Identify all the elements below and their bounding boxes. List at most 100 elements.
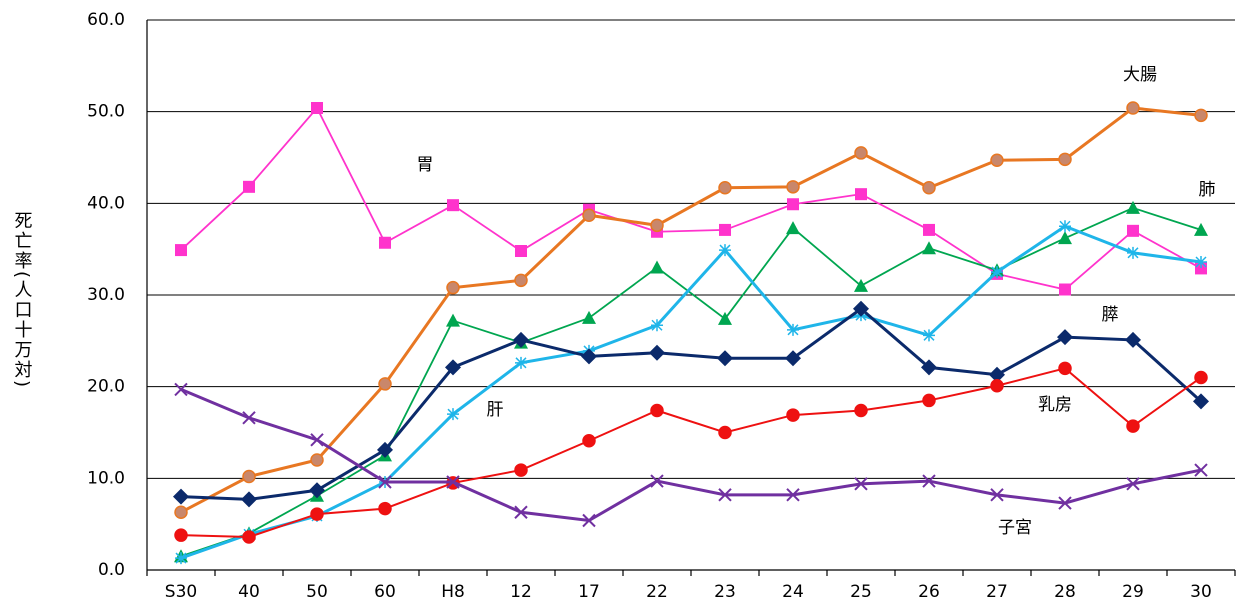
x-tick-label: 60: [374, 582, 396, 602]
marker: [1058, 496, 1072, 510]
marker: [1059, 283, 1071, 296]
y-tick-label: 40.0: [87, 193, 125, 213]
x-tick-label: 23: [714, 582, 736, 602]
marker: [1059, 220, 1071, 233]
marker: [513, 331, 529, 348]
x-tick-label: H8: [441, 582, 465, 602]
marker: [921, 359, 937, 376]
marker: [242, 530, 256, 544]
x-tick-label: 28: [1054, 582, 1076, 602]
marker: [787, 323, 799, 336]
marker: [377, 441, 393, 458]
series: [174, 361, 1208, 544]
y-axis-label: 死亡率(人口十万対): [12, 211, 33, 389]
marker: [854, 146, 868, 160]
marker: [1194, 222, 1208, 236]
marker: [922, 393, 936, 408]
series-label: 肺: [1199, 180, 1216, 200]
marker: [242, 411, 256, 425]
series: [174, 382, 1208, 528]
x-tick-label: S30: [165, 582, 197, 602]
marker: [582, 513, 596, 528]
marker: [515, 356, 527, 369]
marker: [718, 425, 732, 440]
marker: [1126, 200, 1140, 214]
marker: [582, 310, 596, 324]
series-label: 膵: [1102, 305, 1119, 325]
series-line: [180, 388, 1202, 523]
marker: [174, 505, 188, 519]
marker: [447, 199, 459, 212]
x-tick-label: 26: [918, 582, 940, 602]
series: [174, 101, 1208, 519]
series-line: [180, 367, 1202, 539]
x-tick-label: 12: [510, 582, 532, 602]
marker: [309, 482, 325, 499]
x-tick-label: 29: [1122, 582, 1144, 602]
marker: [310, 453, 324, 467]
marker: [446, 475, 460, 489]
marker: [582, 208, 596, 222]
marker: [175, 244, 187, 257]
marker: [649, 344, 665, 361]
series-label: 子宮: [998, 518, 1032, 538]
marker: [447, 408, 459, 421]
x-tick-label: 17: [578, 582, 600, 602]
marker: [923, 223, 935, 236]
series-line: [180, 306, 1203, 501]
marker: [787, 198, 799, 211]
marker: [855, 188, 867, 201]
marker: [1195, 256, 1207, 268]
marker: [718, 488, 732, 502]
y-tick-label: 10.0: [87, 468, 125, 488]
marker: [650, 403, 664, 418]
marker: [1127, 224, 1139, 237]
marker: [1127, 246, 1139, 259]
marker: [446, 313, 460, 327]
series-line: [180, 224, 1202, 560]
series: [174, 200, 1208, 563]
marker: [174, 382, 188, 397]
y-tick-label: 20.0: [87, 377, 125, 397]
series-label: 大腸: [1123, 65, 1157, 85]
series-label: 胃: [417, 155, 434, 175]
x-tick-label: 22: [646, 582, 668, 602]
marker: [990, 379, 1004, 393]
marker: [719, 244, 731, 257]
marker: [854, 477, 868, 491]
marker: [650, 474, 664, 488]
marker: [1057, 329, 1073, 346]
marker: [1126, 477, 1140, 491]
marker: [786, 408, 800, 422]
marker: [175, 552, 187, 565]
marker: [719, 223, 731, 236]
y-tick-label: 30.0: [87, 285, 125, 305]
marker: [990, 488, 1004, 502]
series-line: [180, 206, 1202, 558]
y-tick-label: 0.0: [98, 560, 125, 580]
y-tick-label: 50.0: [87, 102, 125, 122]
series: [175, 102, 1207, 296]
marker: [310, 507, 324, 521]
marker: [1126, 101, 1140, 115]
marker: [242, 469, 256, 484]
marker: [446, 280, 460, 295]
marker: [514, 463, 528, 477]
marker: [243, 180, 255, 193]
marker: [1058, 361, 1072, 376]
marker: [173, 488, 189, 505]
x-tick-label: 25: [850, 582, 872, 602]
marker: [241, 491, 257, 508]
marker: [786, 488, 800, 502]
marker: [717, 350, 733, 367]
marker: [989, 366, 1005, 383]
marker: [1058, 152, 1072, 167]
marker: [853, 300, 869, 317]
marker: [786, 180, 800, 194]
marker: [785, 350, 801, 367]
marker: [378, 475, 392, 489]
marker: [445, 359, 461, 376]
marker: [514, 273, 528, 288]
marker: [378, 501, 392, 516]
